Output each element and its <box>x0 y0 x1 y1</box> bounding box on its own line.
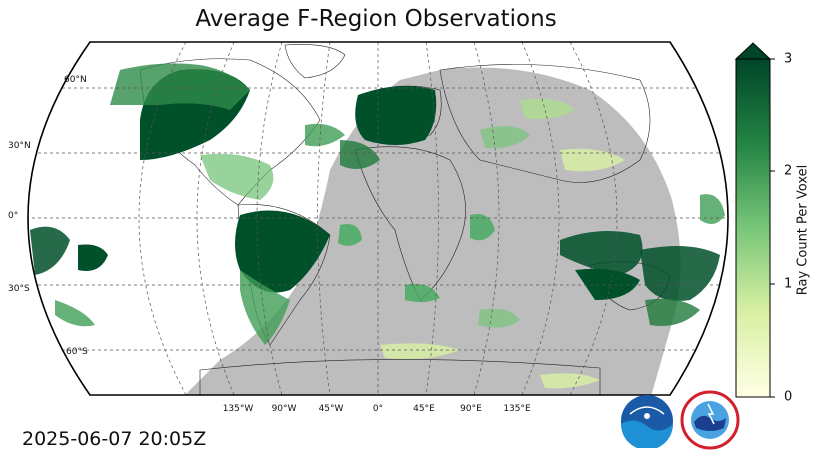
lon-label-45w: 45°W <box>318 404 344 414</box>
colorbar-extend-arrow <box>734 42 772 60</box>
lon-label-45e: 45°E <box>413 404 435 414</box>
map-frame <box>27 41 729 396</box>
night-shade <box>180 67 681 395</box>
lat-label-30s: 30°S <box>8 284 30 294</box>
antarctica <box>199 359 601 395</box>
coverage <box>30 63 725 389</box>
lat-label-0: 0° <box>8 211 19 221</box>
lat-label-60n: 60°N <box>64 75 87 85</box>
greenland <box>284 44 346 79</box>
africa <box>354 146 466 301</box>
gridlines <box>28 42 728 395</box>
colorbar-tick-1: 1 <box>784 276 793 292</box>
timestamp: 2025-06-07 20:05Z <box>22 428 207 450</box>
lon-label-135e: 135°E <box>503 404 531 414</box>
lon-label-90w: 90°W <box>271 404 297 414</box>
coverage-europe <box>355 86 437 145</box>
asia <box>439 64 651 183</box>
lon-label-0: 0° <box>372 404 384 414</box>
world-map <box>27 41 729 396</box>
lat-label-30n: 30°N <box>8 141 31 151</box>
map-title: Average F-Region Observations <box>195 6 557 32</box>
lon-label-90e: 90°E <box>460 404 482 414</box>
north-america <box>139 58 321 206</box>
colorbar-label: Ray Count Per Voxel <box>795 164 811 296</box>
lat-label-60s: 60°S <box>66 347 88 357</box>
noaa-logo-icon <box>621 395 673 448</box>
colorbar-tick-3: 3 <box>784 51 793 67</box>
nws-logo-icon <box>680 390 740 450</box>
colorbar-gradient <box>735 58 771 398</box>
colorbar-tick-2: 2 <box>784 163 793 179</box>
lon-label-135w: 135°W <box>222 404 254 414</box>
colorbar-tick-0: 0 <box>784 389 793 405</box>
coverage-south-america <box>235 210 330 293</box>
